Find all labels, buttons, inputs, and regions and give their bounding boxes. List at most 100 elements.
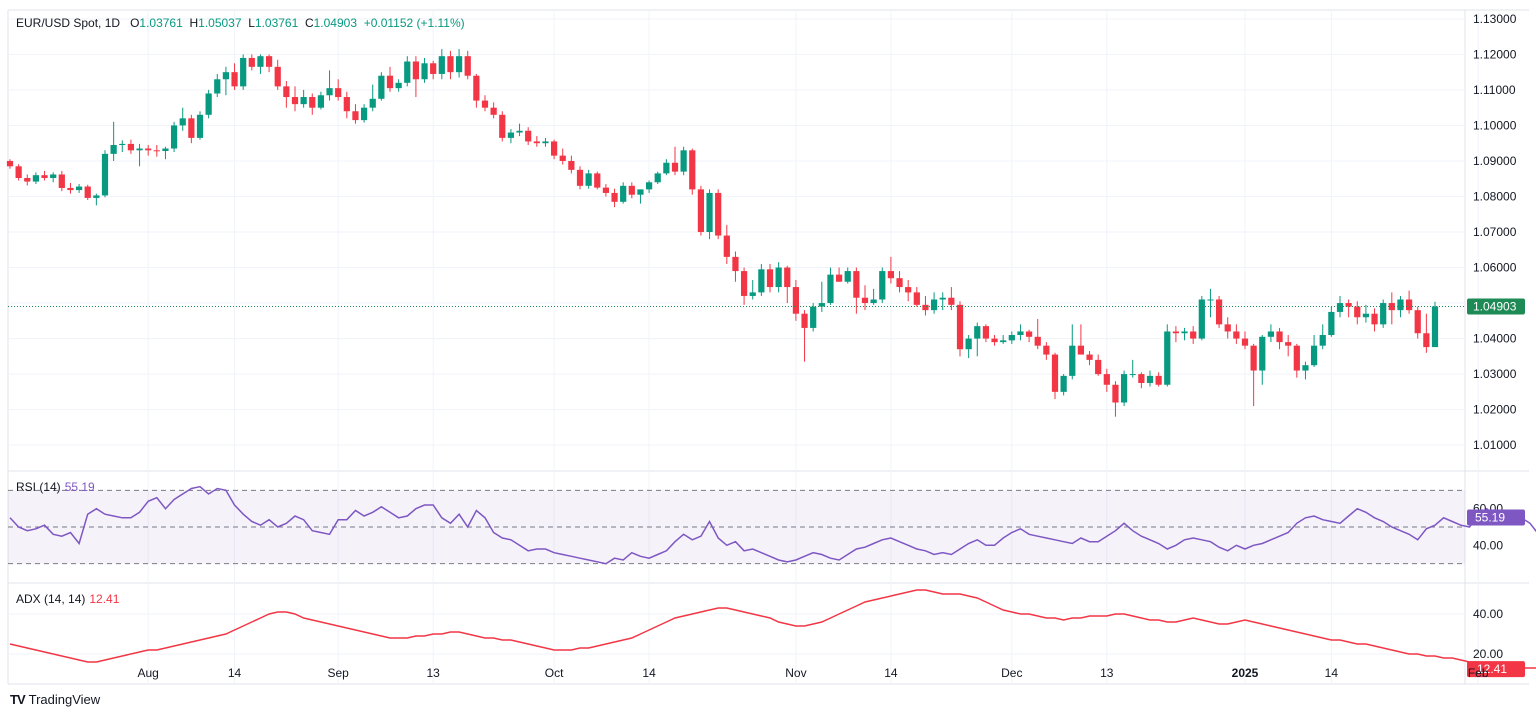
candle-body [948,297,955,305]
rsi-last-badge [1467,509,1525,526]
tradingview-brand[interactable]: TV TradingView [10,692,100,707]
candle-body [136,148,143,151]
candle-body [1259,336,1266,371]
candle-body [481,100,489,108]
candle-body [1000,340,1007,343]
candle-body [853,271,860,298]
candle-body [1190,331,1197,339]
candle-body [1267,331,1275,337]
candle-body [1397,299,1404,311]
adx-pane [8,589,1536,669]
candle-body [749,292,756,296]
candle-body [844,271,851,282]
candle-body [628,185,635,195]
candle-body [879,271,886,300]
candle-body [473,75,480,101]
open-value: 1.03761 [139,16,183,30]
time-tick-label: Dec [1001,666,1022,680]
adx-legend[interactable]: ADX (14, 14) 12.41 [16,592,119,606]
close-label: C [304,16,314,30]
candle-body [404,61,411,83]
candle-body [1215,299,1223,325]
candle-body [1008,335,1015,341]
candle-body [50,174,57,179]
candle-body [637,189,644,195]
candle-body [1354,306,1361,318]
candle-body [119,143,126,145]
time-tick-label: 2025 [1232,666,1259,680]
time-axis[interactable]: Aug14Sep13Oct14Nov14Dec13202514Feb14Mar [138,666,1536,680]
candle-body [559,155,566,161]
candle-body [240,57,247,87]
symbol-name[interactable]: EUR/USD Spot, 1D [16,16,121,30]
rsi-legend[interactable]: RSI (14) 55.19 [16,480,95,494]
price-tick-label: 1.07000 [1473,225,1517,239]
candle-body [611,192,618,202]
adx-tick-label: 40.00 [1473,607,1503,621]
candle-body [1181,331,1188,334]
candle-body [1414,310,1421,334]
candle-body [1112,384,1119,403]
candle-body [1423,333,1430,348]
price-tick-label: 1.13000 [1473,12,1517,26]
candle-body [1207,299,1214,301]
price-tick-label: 1.03000 [1473,367,1517,381]
candle-body [1198,299,1205,339]
candle-body [861,297,869,304]
candle-body [818,303,825,307]
candle-body [1285,342,1292,346]
candle-body [300,97,307,105]
candle-body [654,173,661,183]
candle-body [982,326,990,339]
candle-body [15,166,22,179]
candle-body [1060,375,1067,392]
candle-body [1405,299,1413,311]
candle-body [24,178,31,182]
high-label: H [189,16,199,30]
candle-body [533,141,540,144]
candle-body [1129,374,1136,376]
candle-body [1371,313,1378,325]
time-tick-label: Sep [328,666,350,680]
candle-body [602,187,610,193]
candle-body [1164,331,1171,385]
candle-body [1319,335,1326,346]
candle-body [412,61,420,80]
candle-body [222,72,230,80]
candle-body [67,187,74,191]
candle-body [896,278,903,288]
candle-body [620,185,627,202]
candle-body [490,107,497,115]
change-value: +0.01152 (+1.11%) [363,16,465,30]
candle-body [991,338,998,343]
candle-body [1103,374,1110,385]
candle-body [715,192,722,236]
candle-body [1233,331,1240,339]
time-tick-label: Nov [785,666,806,680]
candle-body [1250,345,1257,371]
last-price-badge [1467,298,1525,315]
candle-body [585,173,592,186]
candle-body [1069,345,1076,376]
price-axis[interactable]: 1.13000 1.12000 1.11000 1.10000 1.09000 1.080… [1467,12,1525,678]
candle-body [956,304,964,350]
candle-body [369,98,376,108]
tradingview-logo: TV [10,692,26,707]
rsi-last-label: 55.19 [1475,510,1505,524]
candle-body [697,189,705,233]
candle-body [101,153,109,196]
candle-body [965,338,972,350]
candle-body [784,267,791,288]
candle-body [1146,375,1154,383]
candle-body [1293,345,1300,371]
time-tick-label: 13 [427,666,441,680]
candle-body [1380,303,1387,325]
price-tick-label: 1.12000 [1473,47,1517,61]
candle-body [507,132,515,138]
candle-body [205,93,212,115]
candle-body [680,150,687,172]
candle-body [231,72,238,87]
rsi-tick-label: 40.00 [1473,538,1503,552]
close-value: 1.04903 [313,16,358,30]
